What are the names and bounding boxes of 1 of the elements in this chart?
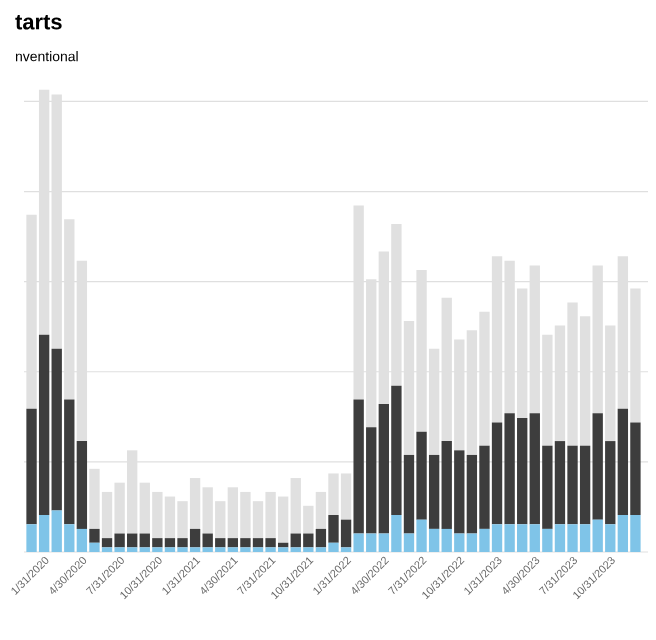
chart-title: tarts — [15, 15, 62, 30]
